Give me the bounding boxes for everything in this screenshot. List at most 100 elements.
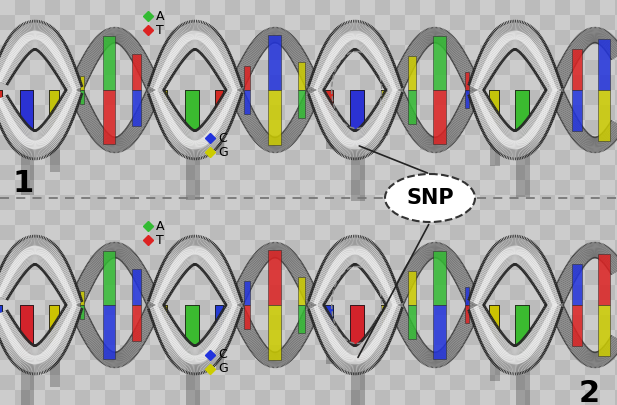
Bar (180, 45, 195, 60)
Bar (515, 90, 529, 143)
Bar (80, 305, 83, 319)
Bar (420, 375, 435, 390)
Bar (225, 90, 240, 105)
Bar (600, 375, 615, 390)
Bar (600, 285, 615, 300)
Bar (435, 60, 450, 75)
Bar (516, 306, 529, 405)
Bar (0, 135, 15, 150)
Bar (495, 150, 510, 165)
Bar (570, 285, 585, 300)
Bar (90, 75, 105, 90)
Bar (120, 285, 135, 300)
Bar (480, 195, 495, 210)
Bar (270, 75, 285, 90)
Bar (75, 360, 90, 375)
Bar (120, 195, 135, 210)
Bar (495, 210, 510, 225)
Bar (270, 15, 285, 30)
Bar (180, 75, 195, 90)
Bar (450, 315, 465, 330)
Bar (345, 90, 360, 105)
Bar (300, 45, 315, 60)
Bar (240, 135, 255, 150)
Bar (120, 105, 135, 120)
Bar (299, 277, 305, 305)
Bar (570, 255, 585, 270)
Bar (510, 105, 525, 120)
Bar (15, 120, 30, 135)
Bar (548, 306, 553, 330)
Bar (489, 305, 499, 343)
Bar (285, 330, 300, 345)
Bar (45, 150, 60, 165)
Bar (375, 30, 390, 45)
Bar (390, 105, 405, 120)
Bar (495, 390, 510, 405)
Bar (585, 360, 600, 375)
Bar (299, 62, 305, 90)
Bar (360, 75, 375, 90)
Bar (435, 120, 450, 135)
Bar (360, 345, 375, 360)
Bar (60, 285, 75, 300)
Bar (268, 35, 281, 90)
Bar (495, 330, 510, 345)
Bar (360, 225, 375, 240)
Bar (510, 135, 525, 150)
Bar (381, 90, 387, 113)
Bar (315, 390, 330, 405)
Bar (120, 75, 135, 90)
Bar (345, 360, 360, 375)
Bar (345, 30, 360, 45)
Bar (135, 330, 150, 345)
Bar (0, 255, 15, 270)
Bar (90, 225, 105, 240)
Bar (465, 288, 469, 305)
Bar (285, 360, 300, 375)
Bar (135, 30, 150, 45)
Bar (132, 90, 141, 126)
Bar (495, 240, 510, 255)
Bar (244, 90, 249, 114)
Bar (15, 210, 30, 225)
Bar (435, 330, 450, 345)
Bar (195, 30, 210, 45)
Bar (60, 225, 75, 240)
Bar (0, 375, 15, 390)
Bar (405, 90, 420, 105)
Bar (598, 305, 610, 356)
Bar (600, 135, 615, 150)
Bar (525, 150, 540, 165)
Bar (525, 360, 540, 375)
Bar (480, 75, 495, 90)
Bar (184, 90, 199, 145)
Bar (405, 210, 420, 225)
Bar (105, 180, 120, 195)
Bar (300, 345, 315, 360)
Bar (132, 269, 141, 305)
Bar (326, 91, 334, 149)
Bar (30, 375, 45, 390)
Bar (165, 330, 180, 345)
Bar (165, 30, 180, 45)
Bar (555, 180, 570, 195)
Bar (555, 60, 570, 75)
Bar (195, 270, 210, 285)
Bar (255, 330, 270, 345)
Bar (162, 90, 167, 109)
Bar (315, 30, 330, 45)
Bar (330, 75, 345, 90)
Bar (326, 306, 334, 364)
Bar (300, 255, 315, 270)
Bar (150, 15, 165, 30)
Bar (105, 120, 120, 135)
Bar (20, 90, 33, 142)
Bar (585, 390, 600, 405)
Bar (255, 30, 270, 45)
Bar (102, 90, 115, 143)
Bar (240, 255, 255, 270)
Bar (555, 0, 570, 15)
Bar (383, 306, 388, 351)
Bar (510, 15, 525, 30)
